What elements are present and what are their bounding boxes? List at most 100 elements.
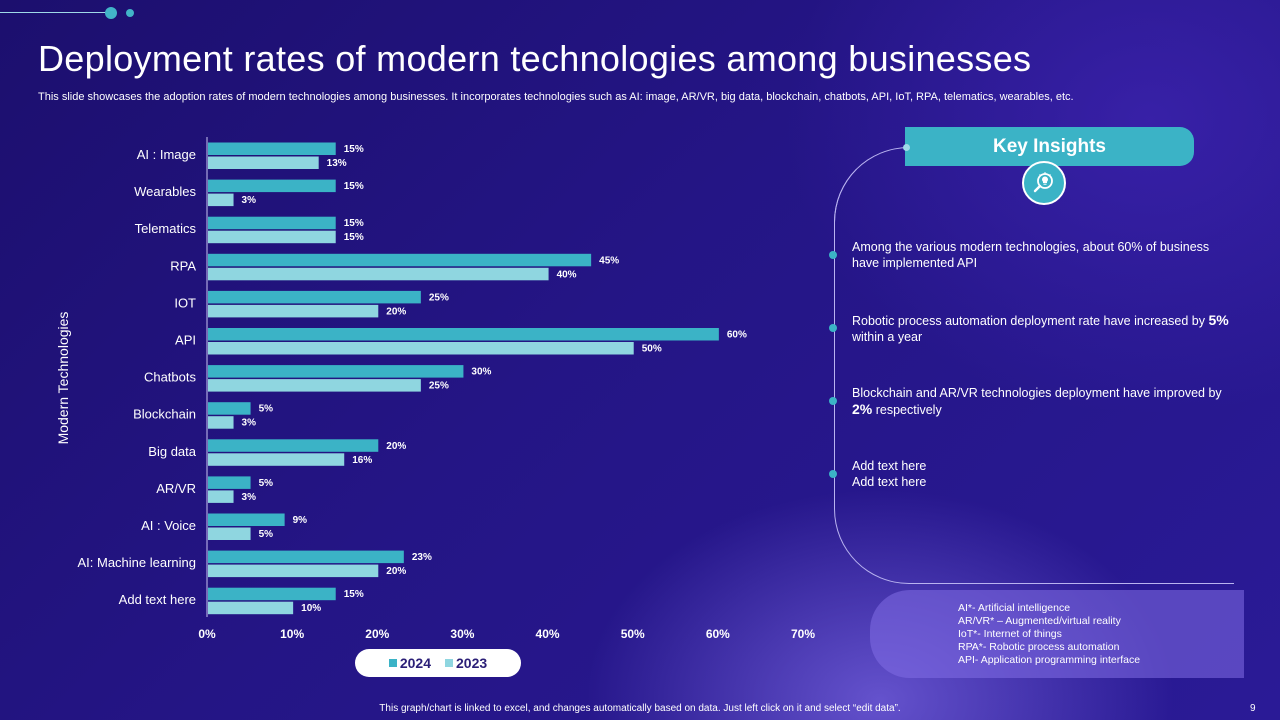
data-label-2024: 15% [344, 218, 364, 229]
insight-item-3-post: respectively [872, 403, 942, 417]
bar-2023 [208, 304, 379, 318]
insight-item-2-pre: Robotic process automation deployment ra… [852, 314, 1209, 328]
bar-2024 [208, 290, 421, 304]
data-label-2024: 5% [259, 404, 274, 415]
legend-label-2023: 2023 [456, 655, 488, 671]
data-label-2024: 20% [386, 441, 406, 452]
data-label-2024: 15% [344, 589, 364, 600]
bullet-dot [829, 251, 837, 259]
bullet-dot [829, 397, 837, 405]
bar-2024 [208, 328, 719, 341]
data-label-2024: 5% [259, 478, 274, 489]
category-label: Chatbots [144, 370, 197, 385]
category-label: Big data [148, 444, 196, 459]
magnifier-lightbulb-icon [1022, 161, 1066, 205]
category-label: API [175, 333, 196, 348]
bar-2023 [208, 230, 336, 244]
data-label-2024: 60% [727, 330, 747, 341]
x-tick-label: 50% [621, 627, 645, 641]
insight-item-3: Blockchain and AR/VR technologies deploy… [852, 385, 1237, 418]
chart-legend: 2024 2023 [355, 649, 521, 677]
abbreviation-item: RPA*- Robotic process automation [958, 641, 1120, 653]
page-number: 9 [1250, 703, 1256, 714]
footer-note: This graph/chart is linked to excel, and… [379, 703, 901, 714]
data-label-2023: 15% [344, 232, 364, 243]
bar-2023 [208, 267, 549, 281]
decorative-line [0, 12, 112, 13]
data-label-2024: 15% [344, 181, 364, 192]
bar-2024 [208, 142, 336, 155]
abbreviations-list: AI*- Artificial intelligence AR/VR* – Au… [958, 602, 1140, 667]
data-label-2024: 23% [412, 552, 432, 563]
insight-item-3-pre: Blockchain and AR/VR technologies deploy… [852, 386, 1222, 400]
bullet-dot [829, 470, 837, 478]
page-title: Deployment rates of modern technologies … [38, 38, 1032, 79]
data-label-2024: 45% [599, 255, 619, 266]
data-label-2023: 16% [352, 455, 372, 466]
bar-2024 [208, 550, 404, 564]
abbreviation-item: IoT*- Internet of things [958, 628, 1062, 640]
bar-2024 [208, 402, 251, 415]
bar-2024 [208, 439, 379, 452]
abbreviation-item: API- Application programming interface [958, 654, 1141, 666]
bar-2024 [208, 587, 336, 601]
data-label-2024: 30% [471, 367, 491, 378]
data-label-2023: 50% [642, 344, 662, 355]
data-label-2023: 5% [259, 529, 274, 540]
x-tick-label: 30% [450, 627, 474, 641]
bar-2024 [208, 253, 592, 267]
bar-2023 [208, 156, 319, 169]
bar-2024 [208, 476, 251, 489]
category-label: RPA [170, 258, 196, 273]
data-label-2023: 25% [429, 381, 449, 392]
data-label-2023: 20% [386, 566, 406, 577]
data-label-2023: 3% [242, 492, 257, 503]
x-tick-label: 0% [198, 627, 216, 641]
data-label-2024: 15% [344, 144, 364, 155]
abbreviation-item: AR/VR* – Augmented/virtual reality [958, 615, 1121, 627]
key-insights-header: Key Insights [905, 127, 1194, 166]
insight-item-1-text: Among the various modern technologies, a… [852, 240, 1210, 270]
decorative-dot [126, 9, 134, 17]
bar-2023 [208, 527, 251, 540]
insight-item-2-post: within a year [852, 330, 923, 344]
x-tick-label: 70% [791, 627, 815, 641]
bar-2023 [208, 416, 234, 429]
data-label-2023: 20% [386, 306, 406, 317]
bar-2023 [208, 379, 421, 392]
bar-2024 [208, 179, 336, 193]
bar-2024 [208, 216, 336, 230]
legend-label-2024: 2024 [399, 655, 431, 671]
bar-2023 [208, 453, 345, 466]
frame-dot [903, 144, 910, 151]
insight-item-2-highlight: 5% [1208, 312, 1229, 328]
data-label-2024: 9% [293, 515, 308, 526]
insight-item-3-highlight: 2% [852, 401, 873, 417]
x-tick-label: 60% [706, 627, 730, 641]
category-label: AI: Machine learning [77, 555, 196, 570]
abbreviations-panel [870, 590, 1244, 678]
insights-frame [834, 147, 1234, 584]
bar-2023 [208, 490, 234, 503]
x-tick-label: 20% [365, 627, 389, 641]
bar-chart[interactable]: AI : Image 15% 13% Wearables 15% 3% Telematics… [0, 0, 840, 650]
bar-2024 [208, 513, 285, 526]
data-label-2023: 10% [301, 603, 321, 614]
insight-item-4-line1: Add text here [852, 459, 927, 473]
bar-2023 [208, 564, 379, 578]
insight-item-4: Add text here Add text here [852, 458, 1237, 490]
category-label: AI : Voice [141, 518, 196, 533]
bar-2023 [208, 342, 634, 355]
abbreviation-item: AI*- Artificial intelligence [958, 602, 1071, 614]
data-label-2023: 3% [242, 195, 257, 206]
legend-swatch-2024 [388, 659, 397, 667]
bullet-dot [829, 324, 837, 332]
legend-item-2024: 2024 [388, 655, 431, 671]
insight-item-4-line2: Add text here [852, 475, 927, 489]
category-label: Wearables [134, 184, 196, 199]
insight-item-2: Robotic process automation deployment ra… [852, 312, 1237, 345]
legend-item-2023: 2023 [445, 655, 487, 671]
x-tick-label: 40% [536, 627, 560, 641]
category-label: Add text here [119, 592, 196, 607]
data-label-2023: 3% [242, 418, 257, 429]
